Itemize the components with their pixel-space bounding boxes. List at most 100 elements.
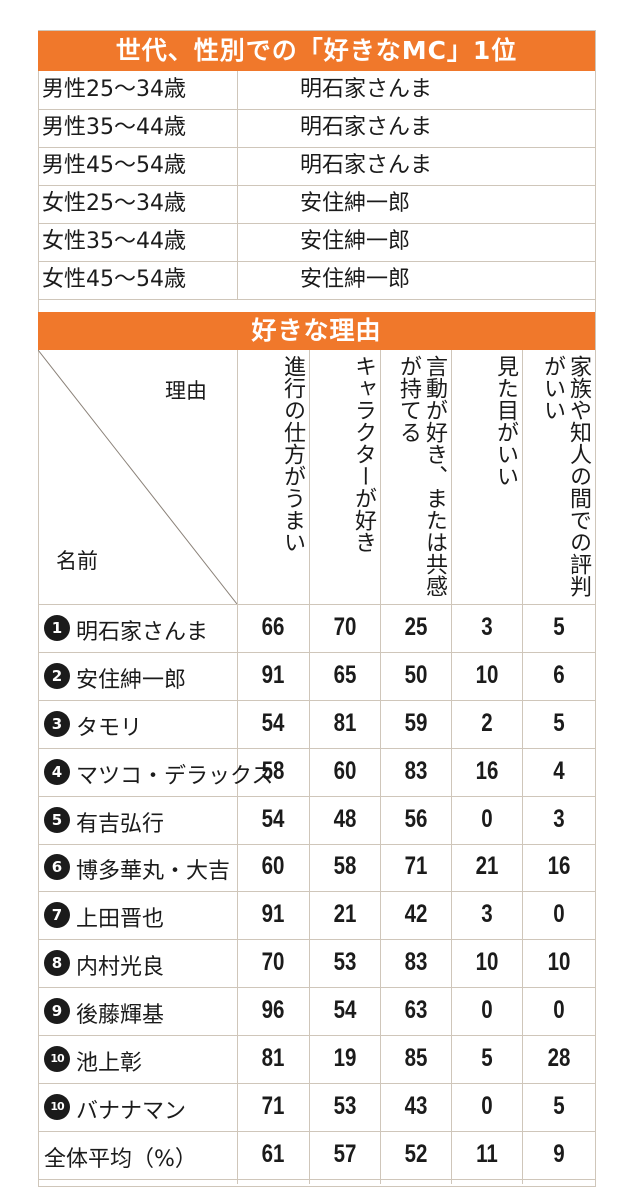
mc-name: タモリ: [76, 715, 143, 741]
reasons-table-title: 好きな理由: [38, 312, 595, 350]
mc-name: 安住紳一郎: [76, 667, 187, 693]
mc-group-label: 女性35～44歳: [42, 229, 186, 254]
value-cell: 91: [261, 660, 285, 689]
row-divider: [38, 1131, 595, 1132]
row-divider: [38, 604, 595, 605]
value-cell: 65: [333, 660, 356, 689]
value-cell: 21: [475, 852, 498, 881]
mc-group-label: 女性25～34歳: [42, 191, 186, 216]
value-cell: 2: [480, 708, 493, 737]
value-cell: 66: [261, 612, 285, 641]
value-cell: 58: [261, 756, 285, 785]
mc-name: 博多華丸・大吉: [76, 859, 231, 885]
value-cell: 3: [480, 900, 493, 929]
rank-badge: 5: [44, 806, 70, 833]
value-cell: 59: [404, 708, 427, 737]
column-divider: [237, 350, 238, 1184]
value-cell: 25: [404, 612, 427, 641]
row-divider: [38, 700, 595, 701]
value-cell: 11: [475, 1139, 498, 1168]
mc-name: 内村光良: [76, 955, 165, 981]
rank-badge: 9: [44, 998, 70, 1025]
value-cell: 48: [333, 804, 356, 833]
value-cell: 0: [552, 900, 565, 929]
mc-row: 女性25～34歳 安住紳一郎: [38, 185, 595, 224]
value-cell: 19: [333, 1044, 356, 1073]
value-cell: 63: [404, 996, 427, 1025]
value-cell: 57: [333, 1139, 356, 1168]
value-cell: 5: [552, 612, 565, 641]
row-divider: [38, 891, 595, 892]
value-cell: 21: [333, 900, 356, 929]
column-divider: [309, 350, 310, 1184]
mc-row: 男性25～34歳 明石家さんま: [38, 71, 595, 110]
value-cell: 10: [547, 948, 570, 977]
value-cell: 54: [333, 996, 356, 1025]
rank-badge: 10: [44, 1046, 70, 1073]
value-cell: 16: [475, 756, 498, 785]
value-cell: 3: [552, 804, 565, 833]
value-cell: 5: [480, 1044, 493, 1073]
row-divider: [38, 844, 595, 845]
value-cell: 43: [404, 1091, 427, 1120]
mc-row: 女性35～44歳 安住紳一郎: [38, 223, 595, 262]
value-cell: 81: [261, 1044, 285, 1073]
column-divider: [451, 350, 452, 1184]
value-cell: 16: [547, 852, 570, 881]
value-cell: 83: [404, 756, 427, 785]
corner-label-reason: 理由: [165, 379, 207, 403]
mc-group-label: 男性35～44歳: [42, 115, 186, 140]
value-cell: 5: [552, 708, 565, 737]
column-divider: [522, 350, 523, 1184]
mc-group-label: 男性25～34歳: [42, 77, 186, 102]
value-cell: 85: [404, 1044, 427, 1073]
value-cell: 0: [480, 804, 493, 833]
mc-top-name: 安住紳一郎: [300, 229, 411, 254]
value-cell: 0: [480, 1091, 493, 1120]
value-cell: 42: [404, 900, 427, 929]
mc-top-name: 明石家さんま: [300, 115, 433, 140]
mc-row: 男性45～54歳 明石家さんま: [38, 147, 595, 186]
row-divider: [38, 748, 595, 749]
value-cell: 60: [261, 852, 285, 881]
mc-top-name: 安住紳一郎: [300, 191, 411, 216]
rank-badge: 3: [44, 710, 70, 737]
mc-name: 明石家さんま: [76, 619, 209, 645]
rank-badge: 4: [44, 758, 70, 785]
value-cell: 96: [261, 996, 285, 1025]
rank-badge: 2: [44, 662, 70, 689]
value-cell: 70: [333, 612, 356, 641]
value-cell: 81: [333, 708, 356, 737]
value-cell: 61: [261, 1139, 285, 1168]
row-divider: [38, 987, 595, 988]
mc-name: バナナマン: [76, 1098, 187, 1124]
mc-name: 池上彰: [76, 1051, 143, 1077]
value-cell: 71: [404, 852, 427, 881]
value-cell: 6: [552, 660, 565, 689]
rank-badge: 1: [44, 614, 70, 641]
value-cell: 52: [404, 1139, 427, 1168]
mc-row: 女性45～54歳 安住紳一郎: [38, 261, 595, 300]
column-header: 見た目がいい: [493, 355, 518, 487]
row-divider: [38, 1035, 595, 1036]
corner-label-name: 名前: [56, 549, 98, 573]
value-cell: 5: [552, 1091, 565, 1120]
value-cell: 54: [261, 804, 285, 833]
value-cell: 3: [480, 612, 493, 641]
value-cell: 58: [333, 852, 356, 881]
mc-row: 男性35～44歳 明石家さんま: [38, 109, 595, 148]
row-divider: [38, 652, 595, 653]
mc-top-name: 安住紳一郎: [300, 267, 411, 292]
mc-group-label: 男性45～54歳: [42, 153, 186, 178]
value-cell: 54: [261, 708, 285, 737]
column-header: 言動が好き、または共感が持てる: [396, 355, 447, 597]
mc-name: マツコ・デラックス: [76, 763, 274, 789]
value-cell: 71: [261, 1091, 285, 1120]
value-cell: 10: [475, 948, 498, 977]
rank-badge: 8: [44, 950, 70, 977]
value-cell: 53: [333, 1091, 356, 1120]
row-divider: [38, 1083, 595, 1084]
rank-badge: 10: [44, 1093, 70, 1120]
mc-name: 有吉弘行: [76, 811, 165, 837]
